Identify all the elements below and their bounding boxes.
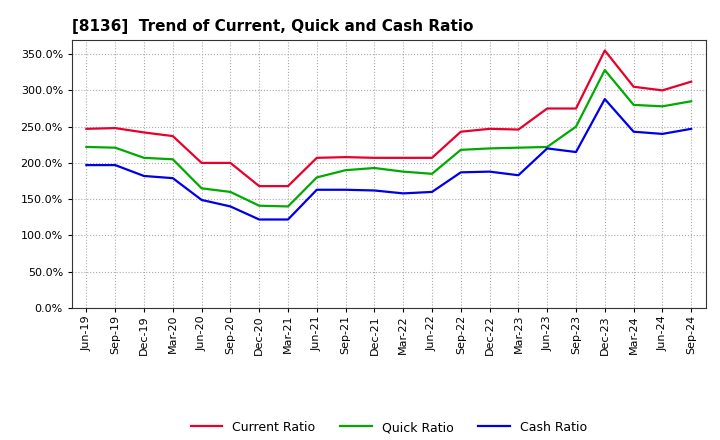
Current Ratio [658, 88, 667, 93]
Line: Quick Ratio: Quick Ratio [86, 70, 691, 206]
Quick Ratio [284, 204, 292, 209]
Quick Ratio [197, 186, 206, 191]
Current Ratio [514, 127, 523, 132]
Quick Ratio [428, 171, 436, 176]
Current Ratio [197, 160, 206, 165]
Quick Ratio [168, 157, 177, 162]
Cash Ratio [629, 129, 638, 134]
Cash Ratio [82, 162, 91, 168]
Quick Ratio [543, 144, 552, 150]
Cash Ratio [140, 173, 148, 179]
Cash Ratio [485, 169, 494, 174]
Quick Ratio [658, 104, 667, 109]
Quick Ratio [341, 168, 350, 173]
Current Ratio [168, 133, 177, 139]
Cash Ratio [341, 187, 350, 192]
Cash Ratio [514, 172, 523, 178]
Quick Ratio [600, 67, 609, 73]
Current Ratio [341, 154, 350, 160]
Current Ratio [629, 84, 638, 89]
Cash Ratio [197, 197, 206, 202]
Cash Ratio [572, 150, 580, 155]
Quick Ratio [456, 147, 465, 153]
Current Ratio [140, 130, 148, 135]
Cash Ratio [658, 131, 667, 136]
Current Ratio [312, 155, 321, 161]
Quick Ratio [312, 175, 321, 180]
Cash Ratio [399, 191, 408, 196]
Cash Ratio [255, 217, 264, 222]
Cash Ratio [543, 146, 552, 151]
Quick Ratio [140, 155, 148, 161]
Current Ratio [543, 106, 552, 111]
Quick Ratio [629, 102, 638, 107]
Cash Ratio [600, 96, 609, 102]
Current Ratio [428, 155, 436, 161]
Cash Ratio [168, 176, 177, 181]
Current Ratio [284, 183, 292, 189]
Quick Ratio [111, 145, 120, 150]
Current Ratio [82, 126, 91, 132]
Cash Ratio [370, 188, 379, 193]
Current Ratio [111, 125, 120, 131]
Legend: Current Ratio, Quick Ratio, Cash Ratio: Current Ratio, Quick Ratio, Cash Ratio [186, 416, 592, 439]
Cash Ratio [428, 189, 436, 194]
Cash Ratio [284, 217, 292, 222]
Current Ratio [255, 183, 264, 189]
Cash Ratio [456, 170, 465, 175]
Quick Ratio [485, 146, 494, 151]
Current Ratio [399, 155, 408, 161]
Line: Cash Ratio: Cash Ratio [86, 99, 691, 220]
Cash Ratio [111, 162, 120, 168]
Text: [8136]  Trend of Current, Quick and Cash Ratio: [8136] Trend of Current, Quick and Cash … [72, 19, 473, 34]
Quick Ratio [226, 189, 235, 194]
Current Ratio [687, 79, 696, 84]
Line: Current Ratio: Current Ratio [86, 51, 691, 186]
Current Ratio [370, 155, 379, 161]
Cash Ratio [312, 187, 321, 192]
Quick Ratio [399, 169, 408, 174]
Current Ratio [485, 126, 494, 132]
Quick Ratio [370, 165, 379, 171]
Quick Ratio [255, 203, 264, 209]
Current Ratio [456, 129, 465, 134]
Quick Ratio [514, 145, 523, 150]
Quick Ratio [572, 124, 580, 129]
Cash Ratio [226, 204, 235, 209]
Cash Ratio [687, 126, 696, 132]
Current Ratio [572, 106, 580, 111]
Current Ratio [226, 160, 235, 165]
Quick Ratio [82, 144, 91, 150]
Quick Ratio [687, 99, 696, 104]
Current Ratio [600, 48, 609, 53]
